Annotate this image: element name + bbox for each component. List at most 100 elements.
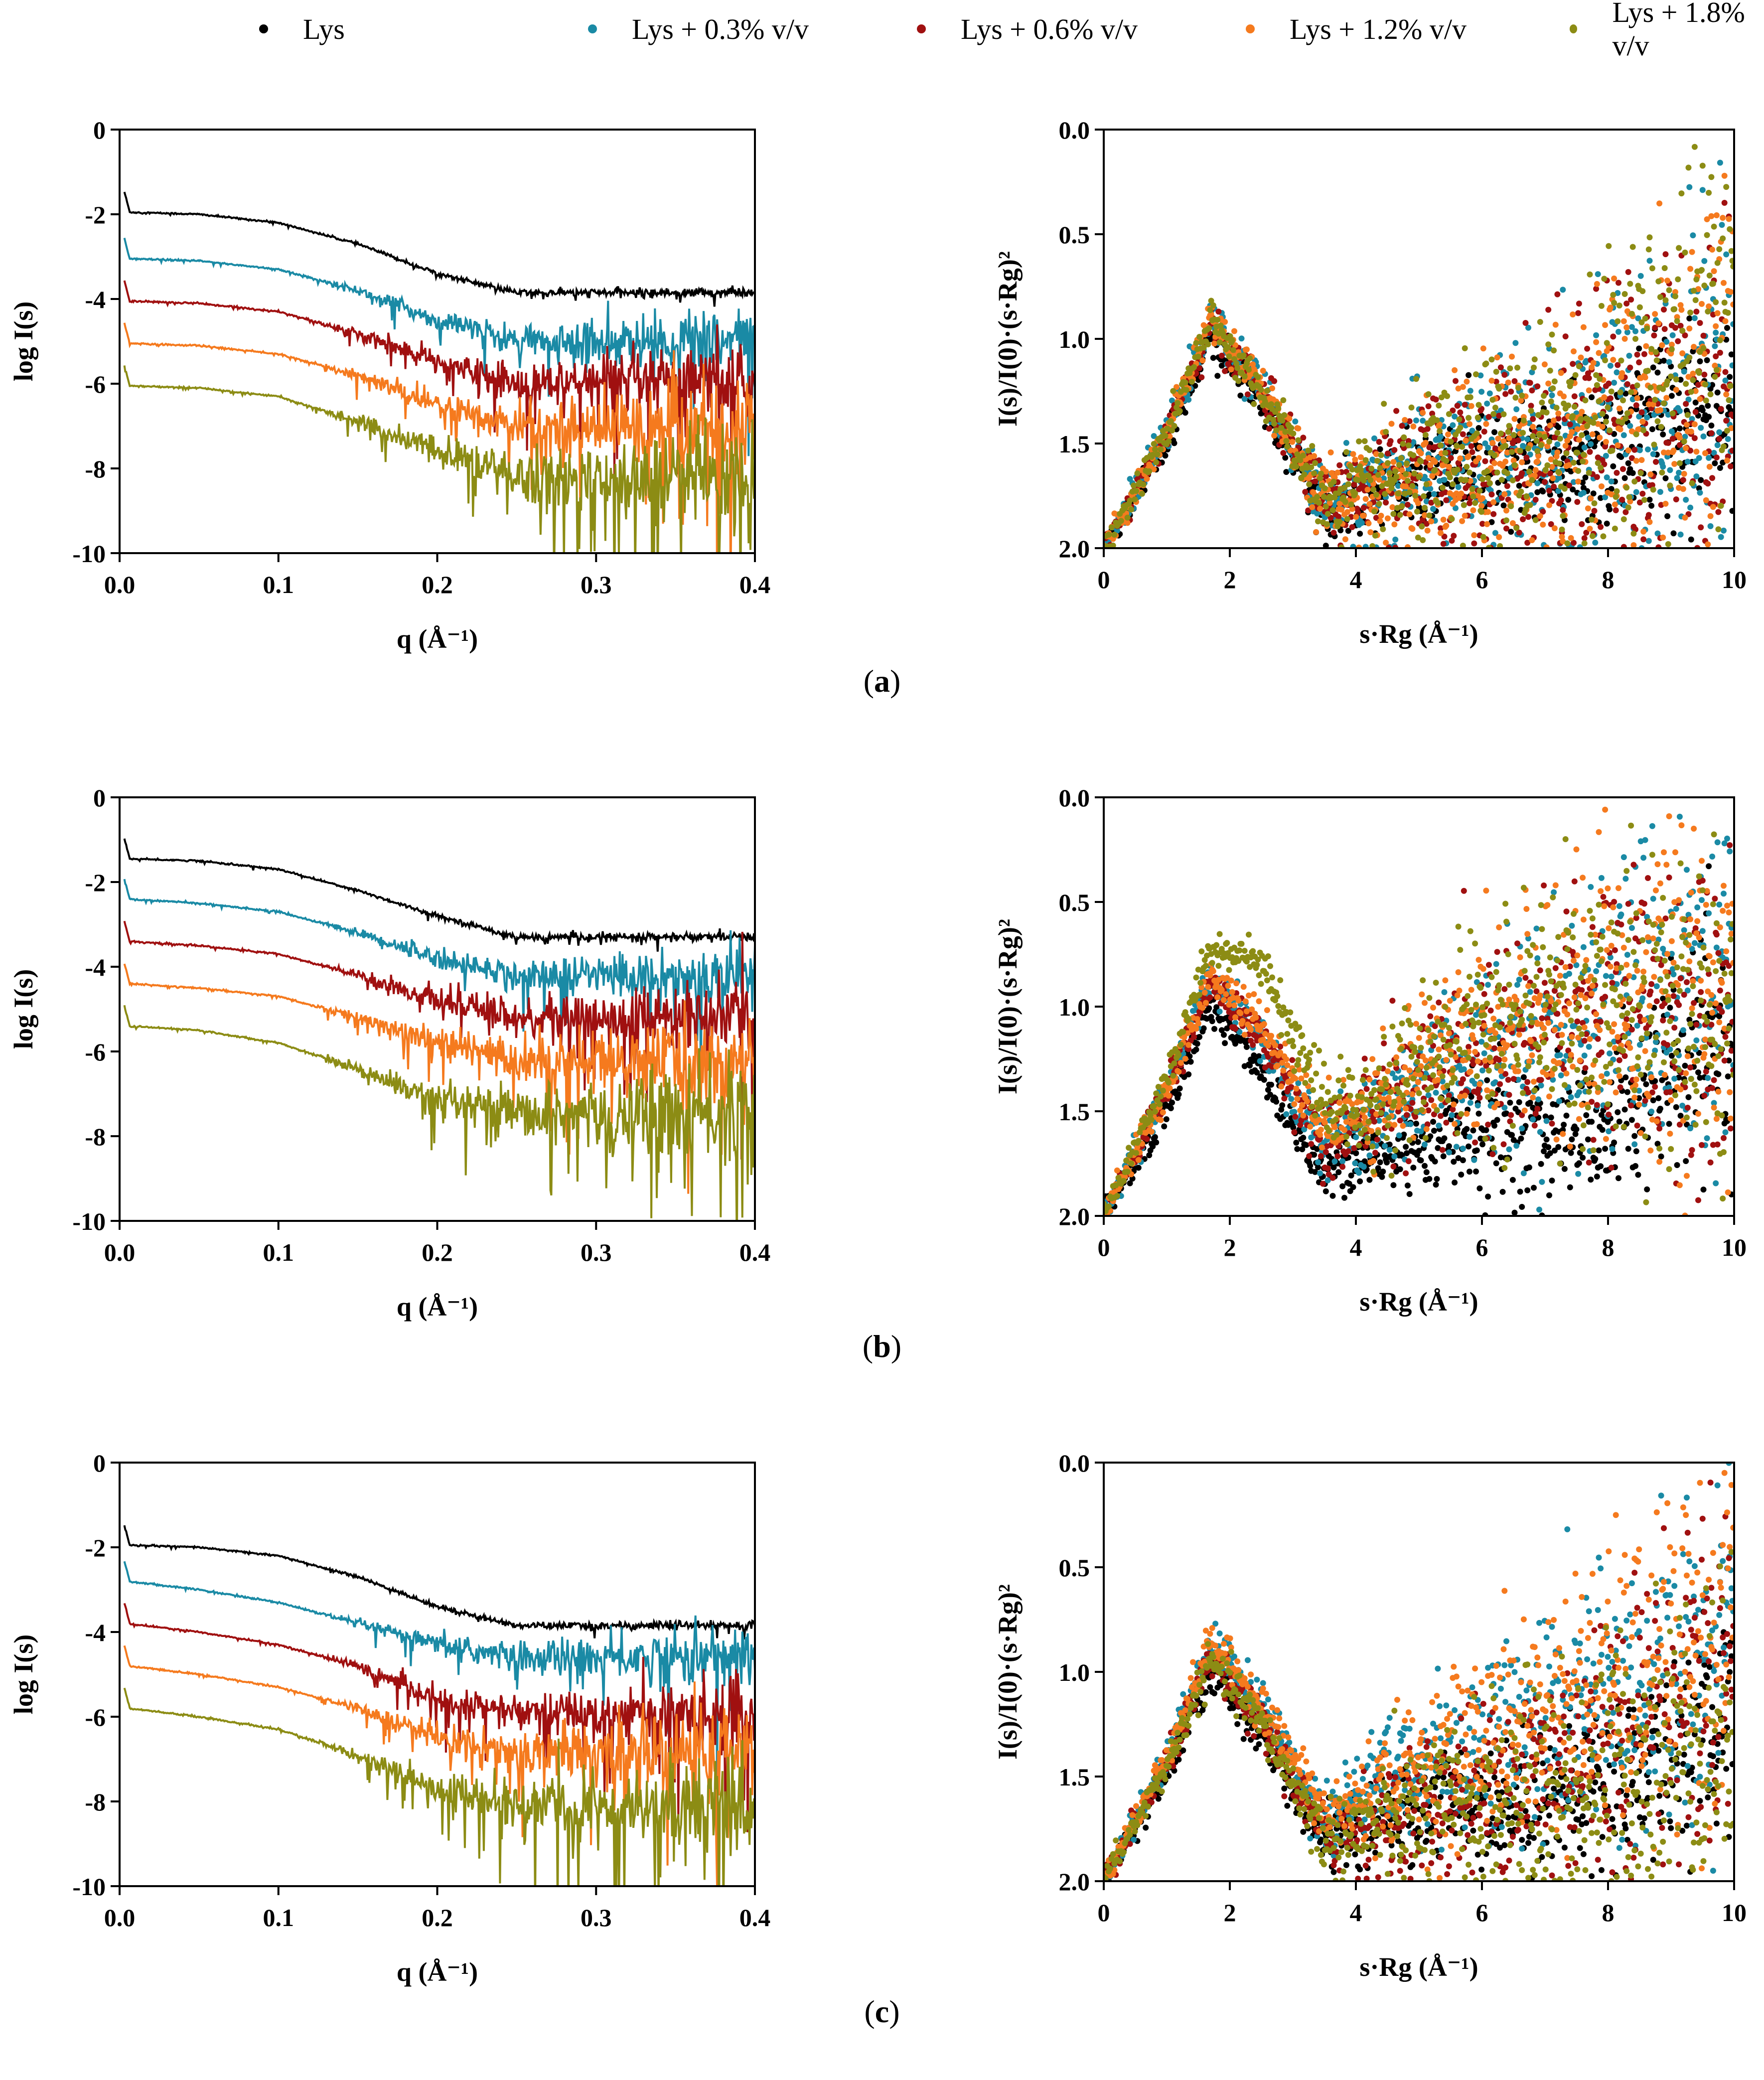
data-point — [1687, 1125, 1694, 1132]
data-point — [1625, 460, 1631, 466]
data-point — [1645, 246, 1652, 253]
data-point — [1688, 536, 1694, 543]
data-point — [1431, 491, 1437, 497]
data-point — [1592, 539, 1599, 546]
data-point — [1150, 451, 1156, 458]
data-point — [1728, 248, 1734, 254]
data-point — [1697, 489, 1703, 496]
data-point — [1689, 946, 1695, 952]
data-point — [1378, 512, 1384, 519]
data-point — [1424, 426, 1431, 432]
data-point — [1405, 442, 1412, 448]
data-point — [1581, 540, 1588, 547]
data-point — [1299, 1146, 1306, 1153]
data-point — [1479, 476, 1485, 482]
data-point — [1503, 507, 1509, 514]
data-point — [1621, 1106, 1628, 1113]
x-tick-label: 0.1 — [263, 571, 294, 598]
data-point — [1134, 470, 1141, 476]
data-point — [1466, 1143, 1472, 1150]
series-line — [123, 963, 755, 1194]
data-point — [1247, 355, 1253, 362]
data-point — [1509, 1177, 1516, 1183]
data-point — [1169, 1099, 1175, 1106]
data-point — [1422, 432, 1429, 438]
data-point — [1684, 412, 1691, 418]
data-point — [1645, 512, 1652, 518]
data-point — [1713, 367, 1720, 373]
data-point — [1699, 897, 1705, 903]
data-point — [1182, 410, 1188, 416]
data-point — [1636, 304, 1643, 310]
x-tick-label: 8 — [1602, 566, 1615, 594]
data-point — [1423, 1169, 1430, 1176]
data-point — [1463, 477, 1469, 483]
data-point — [1706, 454, 1712, 461]
data-point — [1697, 349, 1703, 355]
data-point — [1413, 376, 1419, 382]
data-point — [1186, 1053, 1193, 1059]
data-point — [1721, 280, 1727, 286]
data-point — [1410, 439, 1417, 446]
data-point — [1317, 505, 1323, 512]
data-point — [1510, 438, 1517, 444]
data-point — [1181, 1074, 1187, 1080]
data-point — [1593, 372, 1600, 378]
kratky-plot-b: 0.00.51.01.52.00 2 4 6 8 10s·Rg (Å⁻¹)I(s)/I(0… — [993, 784, 1747, 1317]
data-point — [1618, 911, 1624, 918]
data-point — [1681, 927, 1687, 933]
data-point — [1371, 435, 1377, 442]
data-point — [1653, 458, 1659, 465]
data-point — [1572, 1131, 1579, 1137]
data-point — [1636, 447, 1643, 453]
data-point — [1580, 489, 1587, 496]
data-point — [1366, 501, 1373, 507]
data-point — [1638, 457, 1645, 463]
data-point — [1387, 438, 1394, 445]
data-point — [1232, 1026, 1238, 1032]
data-point — [1660, 463, 1666, 470]
data-point — [1140, 481, 1147, 488]
data-point — [1677, 302, 1684, 308]
data-point — [1683, 381, 1689, 387]
data-point — [1498, 476, 1505, 483]
data-point — [1525, 445, 1531, 451]
data-point — [1507, 1099, 1513, 1106]
data-point — [1438, 442, 1444, 448]
data-point — [1657, 407, 1663, 413]
data-point — [1673, 376, 1679, 383]
data-point — [1609, 447, 1616, 454]
data-point — [1214, 373, 1221, 379]
data-point — [1572, 372, 1579, 378]
data-point — [1598, 302, 1605, 309]
data-point — [1608, 478, 1615, 485]
data-point — [1518, 488, 1524, 495]
data-point — [1248, 371, 1254, 377]
y-tick-label: -8 — [85, 455, 106, 483]
data-point — [1339, 1183, 1346, 1189]
data-point — [1247, 1062, 1253, 1069]
data-point — [1596, 1147, 1602, 1154]
data-point — [1241, 373, 1248, 380]
data-point — [1432, 1023, 1438, 1030]
legend-item: Lys + 1.2% v/v — [1246, 9, 1467, 49]
data-point — [1719, 222, 1725, 228]
data-point — [1524, 436, 1531, 443]
data-point — [1481, 429, 1487, 435]
data-point — [1726, 216, 1732, 222]
data-point — [1152, 1134, 1158, 1140]
y-tick-label: 0 — [93, 116, 106, 144]
data-point — [1644, 1186, 1650, 1192]
data-point — [1640, 427, 1647, 434]
data-point — [1688, 429, 1694, 435]
data-point — [1393, 408, 1400, 414]
data-point — [1667, 1046, 1673, 1052]
data-point — [1176, 1085, 1183, 1092]
data-point — [1536, 432, 1542, 439]
data-point — [1503, 525, 1509, 532]
data-point — [1620, 466, 1626, 472]
data-point — [1657, 294, 1663, 300]
data-point — [1453, 378, 1459, 384]
data-point — [1668, 428, 1675, 435]
data-point — [1594, 281, 1600, 287]
